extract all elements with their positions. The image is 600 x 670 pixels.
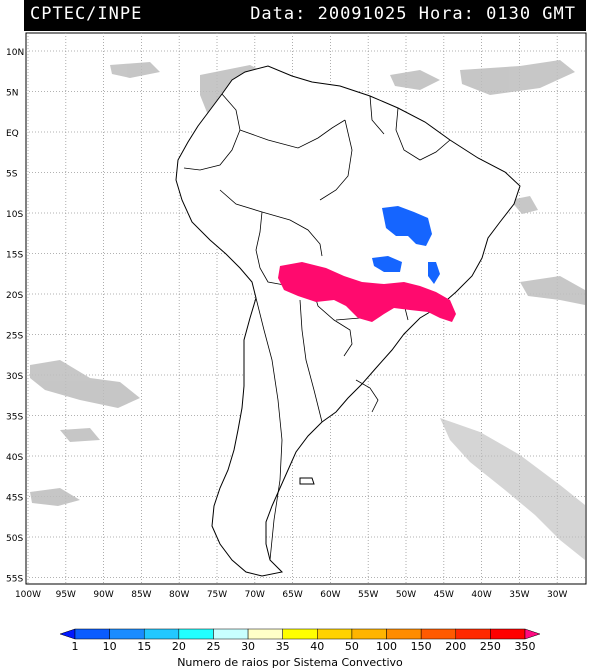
lat-label: 20S (6, 291, 23, 301)
lon-label: 50W (396, 590, 416, 600)
colorbar-segment (247, 628, 283, 640)
colorbar-tick: 200 (445, 640, 466, 653)
lon-label: 100W (15, 590, 41, 600)
colorbar-tick: 15 (137, 640, 151, 653)
lat-label: 10S (6, 210, 23, 220)
lightning-high-cluster (278, 262, 456, 322)
colorbar-label: Numero de raios por Sistema Convectivo (177, 656, 403, 669)
colorbar-tick: 20 (172, 640, 186, 653)
header-title: CPTEC/INPE (30, 4, 143, 24)
colorbar-segment (74, 628, 110, 640)
colorbar-segments (59, 628, 541, 640)
lightning-colorbar: 1 10 15 20 25 30 35 40 50 100 150 200 250 350 Numero … (59, 628, 541, 669)
colorbar-tick: 50 (345, 640, 359, 653)
colorbar-tick: 150 (411, 640, 432, 653)
colorbar-segment (490, 628, 526, 640)
lon-label: 45W (434, 590, 454, 600)
lat-label: 30S (6, 372, 23, 382)
lon-label: 60W (320, 590, 340, 600)
lat-label: 35S (6, 413, 23, 423)
lat-label: 45S (6, 494, 23, 504)
lat-label: 50S (6, 534, 23, 544)
colorbar-segment (109, 628, 145, 640)
lat-label: 25S (6, 332, 23, 342)
map-header: CPTEC/INPE Data: 20091025 Hora: 0130 GMT (24, 0, 586, 31)
lon-label: 65W (282, 590, 302, 600)
lat-label: 5S (6, 170, 18, 180)
colorbar-tick: 35 (276, 640, 290, 653)
colorbar-tick: 350 (515, 640, 536, 653)
colorbar-segment (524, 628, 541, 640)
lon-label: 95W (56, 590, 76, 600)
continent-outline (175, 65, 521, 577)
lat-label: 15S (6, 251, 23, 261)
lightning-map: 10N5NEQ5S10S15S20S25S30S35S40S45S50S55S … (6, 32, 587, 600)
lon-label: 30W (547, 590, 567, 600)
colorbar-segment (178, 628, 214, 640)
colorbar-segment (59, 628, 76, 640)
colorbar-tick: 40 (310, 640, 324, 653)
lon-label: 70W (245, 590, 265, 600)
colorbar-segment (213, 628, 249, 640)
colorbar-segment (317, 628, 353, 640)
colorbar-tick: 1 (72, 640, 79, 653)
lat-label: 40S (6, 453, 23, 463)
colorbar-segment (386, 628, 422, 640)
lon-label: 85W (131, 590, 151, 600)
lat-label: 5N (6, 89, 18, 99)
latitude-labels: 10N 5N EQ 5S 10S 15S 20S 25S 30S 35S 40S 45S 50S 55S (6, 48, 24, 585)
colorbar-segment (455, 628, 491, 640)
lon-label: 40W (471, 590, 491, 600)
lat-label: EQ (6, 129, 19, 139)
lon-label: 90W (93, 590, 113, 600)
colorbar-segment (351, 628, 387, 640)
lightning-low-cluster (372, 206, 440, 284)
colorbar-tick-labels: 1 10 15 20 25 30 35 40 50 100 150 200 250 350 (72, 640, 536, 653)
colorbar-segment (282, 628, 318, 640)
colorbar-segment (143, 628, 180, 640)
lat-label: 10N (6, 48, 24, 58)
colorbar-tick: 10 (103, 640, 117, 653)
colorbar-segment (420, 628, 457, 640)
header-datetime: Data: 20091025 Hora: 0130 GMT (250, 4, 576, 24)
lon-label: 35W (509, 590, 529, 600)
colorbar-tick: 25 (206, 640, 220, 653)
longitude-labels: 100W 95W 90W 85W 80W 75W 70W 65W 60W 55W 50W 45W 40W… (15, 590, 568, 600)
colorbar-tick: 100 (376, 640, 397, 653)
colorbar-tick: 250 (480, 640, 501, 653)
lon-label: 75W (207, 590, 227, 600)
lon-label: 80W (169, 590, 189, 600)
lat-label: 55S (6, 575, 23, 585)
lon-label: 55W (358, 590, 378, 600)
colorbar-tick: 30 (241, 640, 255, 653)
